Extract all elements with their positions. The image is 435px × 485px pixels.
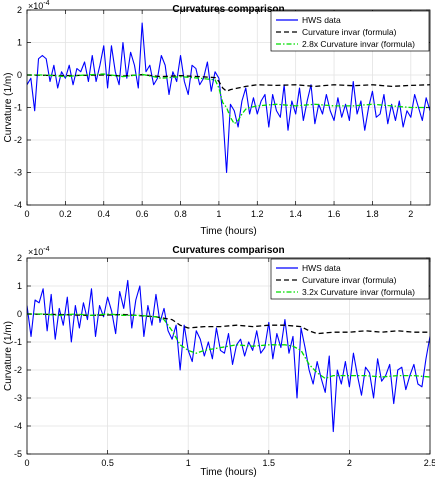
- series-group: [27, 22, 430, 174]
- y-tick-label: -4: [14, 421, 22, 431]
- y-tick-label: -2: [14, 365, 22, 375]
- legend-label-2: Curvature invar (formula): [302, 27, 397, 37]
- y-tick-label: -3: [14, 168, 22, 178]
- series-group: [27, 279, 430, 433]
- legend-label-1: HWS data: [302, 15, 341, 25]
- y-tick-label: -1: [14, 337, 22, 347]
- y-axis-label: Curvature (1/m): [3, 321, 14, 391]
- exponent-base: ×10: [28, 1, 43, 11]
- x-tick-label: 1: [216, 209, 221, 219]
- y-tick-label: 1: [17, 281, 22, 291]
- x-tick-label: 1.8: [366, 209, 379, 219]
- y-tick-label: -5: [14, 449, 22, 459]
- axes-frame: [26, 257, 431, 455]
- y-tick-label: 0: [17, 309, 22, 319]
- legend: HWS data Curvature invar (formula) 2.8x Cu…: [270, 10, 430, 52]
- x-axis-label: Time (hours): [200, 467, 256, 478]
- x-tick-label: 0.4: [98, 209, 111, 219]
- y-tick-label: 2: [17, 253, 22, 263]
- x-tick-label: 0.8: [174, 209, 187, 219]
- exponent-power: -4: [43, 246, 49, 253]
- x-tick-label: 0.5: [101, 458, 114, 468]
- series-line-3: [27, 73, 430, 125]
- series-line-1: [27, 22, 430, 174]
- y-tick-label: 2: [17, 5, 22, 15]
- y-tick-label: 0: [17, 70, 22, 80]
- legend-label-2: Curvature invar (formula): [302, 275, 397, 285]
- x-tick-label: 0.6: [136, 209, 149, 219]
- legend-label-3: 2.8x Curvature invar (formula): [302, 39, 415, 49]
- legend-label-3: 3.2x Curvature invar (formula): [302, 287, 415, 297]
- y-axis-label: Curvature (1/m): [3, 72, 14, 142]
- exponent-base: ×10: [28, 247, 43, 257]
- series-line-1: [27, 279, 430, 433]
- x-tick-label: 1.6: [328, 209, 341, 219]
- chart-1: 0 0.2 0.4 0.6 0.8 1 1.2 1.4 1.6 1.8 2 -4 -3 -2 -1 0 1 2 ×1…: [3, 0, 431, 237]
- x-tick-label: 1.2: [251, 209, 264, 219]
- legend-label-1: HWS data: [302, 263, 341, 273]
- y-tick-label: -3: [14, 393, 22, 403]
- y-tick-label: -1: [14, 103, 22, 113]
- axis-exponent: ×10-4: [28, 0, 50, 11]
- x-tick-label: 1: [186, 458, 191, 468]
- y-tick-label: -4: [14, 200, 22, 210]
- chart-title: Curvatures comparison: [172, 4, 284, 15]
- x-axis-label: Time (hours): [200, 226, 256, 237]
- y-tick-label: 1: [17, 38, 22, 48]
- x-tick-label: 0.2: [59, 209, 72, 219]
- x-tick-label: 0: [24, 458, 29, 468]
- y-tick-label: -2: [14, 135, 22, 145]
- x-tick-label: 2: [347, 458, 352, 468]
- chart-title: Curvatures comparison: [172, 245, 284, 256]
- x-tick-label: 2.5: [424, 458, 435, 468]
- axis-exponent: ×10-4: [28, 246, 50, 257]
- legend: HWS data Curvature invar (formula) 3.2x Cu…: [270, 258, 430, 300]
- exponent-power: -4: [43, 0, 49, 7]
- x-tick-label: 2: [408, 209, 413, 219]
- x-tick-label: 1.5: [263, 458, 276, 468]
- x-tick-label: 0: [24, 209, 29, 219]
- x-tick-label: 1.4: [289, 209, 302, 219]
